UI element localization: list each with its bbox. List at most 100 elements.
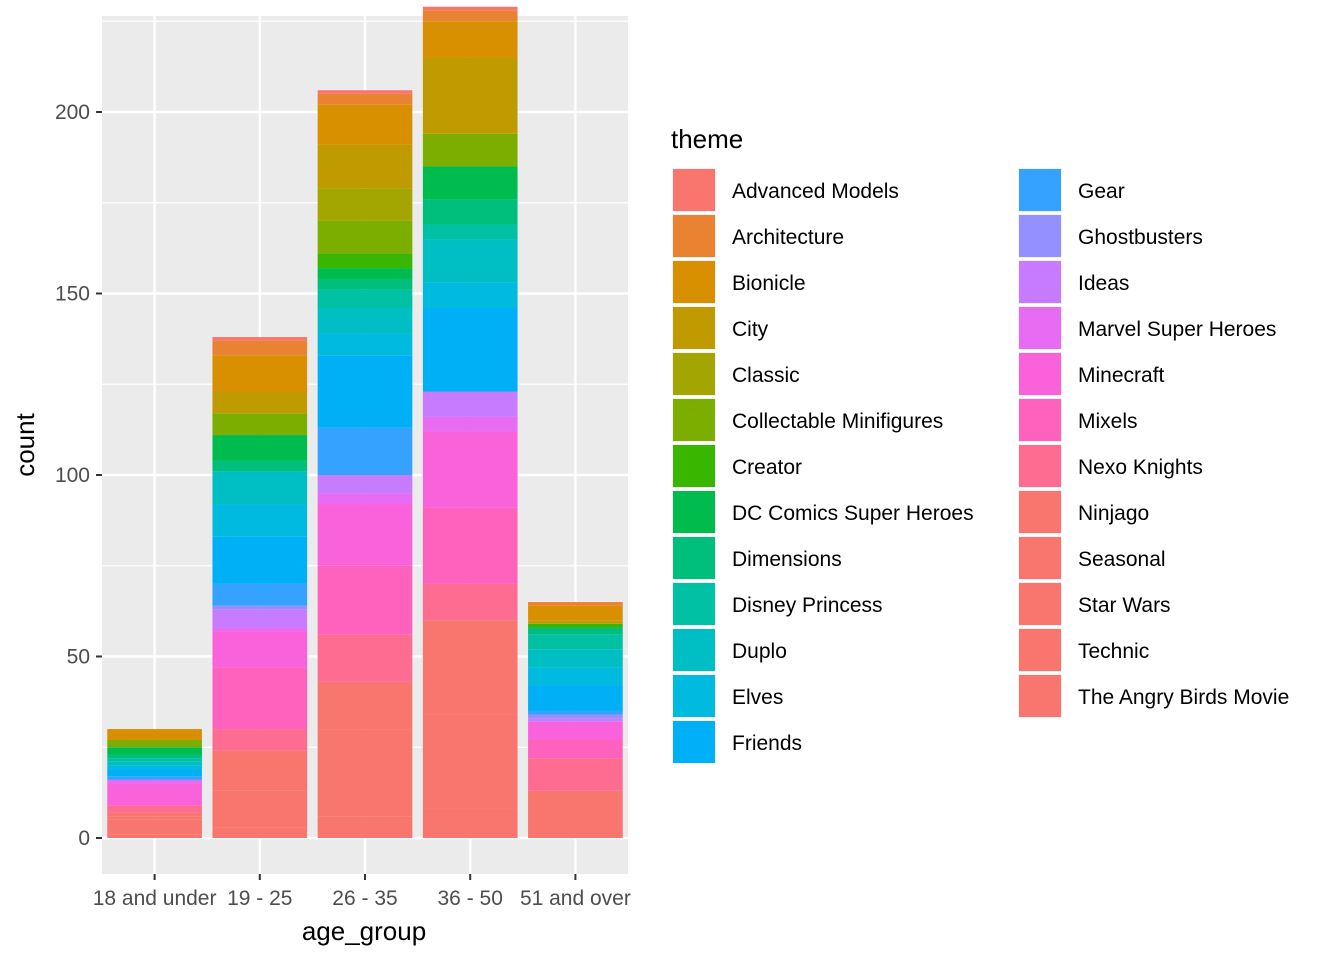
- bar-segment: [317, 93, 413, 105]
- bar-segment: [317, 823, 413, 838]
- bar-segment: [212, 460, 308, 472]
- bar-segment: [212, 504, 308, 537]
- bar-segment: [317, 565, 413, 635]
- legend-label: Mixels: [1078, 410, 1138, 433]
- legend-label: Technic: [1078, 640, 1149, 663]
- bar-segment: [212, 605, 308, 610]
- bar-segment: [212, 827, 308, 838]
- bar-segment: [107, 765, 202, 770]
- bar-segment: [212, 609, 308, 628]
- bar-segment: [212, 391, 308, 414]
- legend-swatch: [673, 721, 715, 763]
- bar-segment: [422, 10, 518, 22]
- bar-segment: [107, 776, 202, 780]
- bar-segment: [317, 634, 413, 682]
- bars: [107, 6, 623, 838]
- legend-swatch: [673, 169, 715, 211]
- bar-segment: [422, 57, 518, 134]
- bar-segment: [528, 718, 623, 722]
- bar-segment: [422, 282, 518, 309]
- y-tick-label: 50: [67, 646, 90, 669]
- legend-label: DC Comics Super Heroes: [732, 502, 974, 525]
- bar-segment: [212, 337, 308, 341]
- legend-swatch: [673, 537, 715, 579]
- bar-segment: [212, 536, 308, 584]
- legend-swatch: [1019, 215, 1061, 257]
- bar-segment: [317, 90, 413, 94]
- bar-segment: [317, 308, 413, 334]
- bar-segment: [317, 253, 413, 269]
- bar-segment: [317, 188, 413, 221]
- bar-segment: [107, 754, 202, 759]
- legend-label: Duplo: [732, 640, 787, 663]
- bar-segment: [212, 729, 308, 751]
- x-axis-title: age_group: [302, 916, 426, 946]
- legend: Advanced Models Architecture Bionicle City C…: [672, 168, 1289, 764]
- bar-segment: [212, 627, 308, 632]
- bar-segment: [528, 605, 623, 621]
- legend-swatch: [1019, 261, 1061, 303]
- bar-segment: [422, 620, 518, 715]
- legend-label: Architecture: [732, 226, 844, 249]
- bar-segment: [317, 475, 413, 494]
- bar-segment: [107, 819, 202, 835]
- legend-label: Ideas: [1078, 272, 1129, 295]
- legend-label: Friends: [732, 732, 802, 755]
- bar-segment: [528, 634, 623, 650]
- bar-segment: [317, 427, 413, 475]
- legend-swatch: [1019, 629, 1061, 671]
- x-tick-label: 51 and over: [520, 887, 631, 910]
- bar-segment: [422, 224, 518, 240]
- x-tick-label: 26 - 35: [332, 887, 397, 910]
- legend-label: Marvel Super Heroes: [1078, 318, 1276, 341]
- legend-label: Classic: [732, 364, 800, 387]
- legend-label: Ghostbusters: [1078, 226, 1203, 249]
- bar-segment: [107, 805, 202, 813]
- bar-segment: [528, 649, 623, 668]
- legend-label: City: [732, 318, 769, 341]
- legend-swatch: [673, 445, 715, 487]
- bar-segment: [317, 289, 413, 309]
- legend-label: Creator: [732, 456, 802, 479]
- bar-segment: [107, 761, 202, 766]
- legend-swatch: [673, 583, 715, 625]
- legend-swatch: [1019, 537, 1061, 579]
- legend-label: Disney Princess: [732, 594, 883, 617]
- bar-segment: [107, 769, 202, 777]
- bar-segment: [422, 166, 518, 200]
- bar-segment: [212, 667, 308, 730]
- bar-segment: [317, 104, 413, 145]
- bar-segment: [422, 714, 518, 809]
- bar-segment: [528, 627, 623, 635]
- bar-segment: [107, 812, 202, 817]
- bar-segment: [317, 729, 413, 817]
- bar-segment: [212, 790, 308, 828]
- bar-segment: [317, 504, 413, 566]
- legend-swatch: [673, 675, 715, 717]
- bar-segment: [212, 355, 308, 392]
- y-tick-label: 0: [78, 827, 90, 850]
- bar-segment: [528, 739, 623, 759]
- legend-label: Dimensions: [732, 548, 842, 571]
- legend-label: Ninjago: [1078, 502, 1149, 525]
- bar-segment: [422, 391, 518, 417]
- legend-swatch: [1019, 583, 1061, 625]
- bar-segment: [317, 355, 413, 428]
- bar-segment: [528, 721, 623, 740]
- bar-segment: [107, 834, 202, 838]
- bar-segment: [422, 239, 518, 283]
- bar-segment: [107, 779, 202, 784]
- x-tick-label: 18 and under: [93, 887, 217, 910]
- bar-segment: [422, 133, 518, 167]
- bar-segment: [317, 681, 413, 730]
- legend-label: Star Wars: [1078, 594, 1171, 617]
- bar-segment: [107, 747, 202, 755]
- bar-segment: [528, 714, 623, 719]
- bar-segment: [212, 435, 308, 461]
- legend-swatch: [673, 491, 715, 533]
- bar-segment: [422, 416, 518, 432]
- bar-segment: [422, 308, 518, 392]
- legend-swatch: [673, 353, 715, 395]
- legend-title: theme: [671, 124, 743, 154]
- bar-segment: [528, 667, 623, 686]
